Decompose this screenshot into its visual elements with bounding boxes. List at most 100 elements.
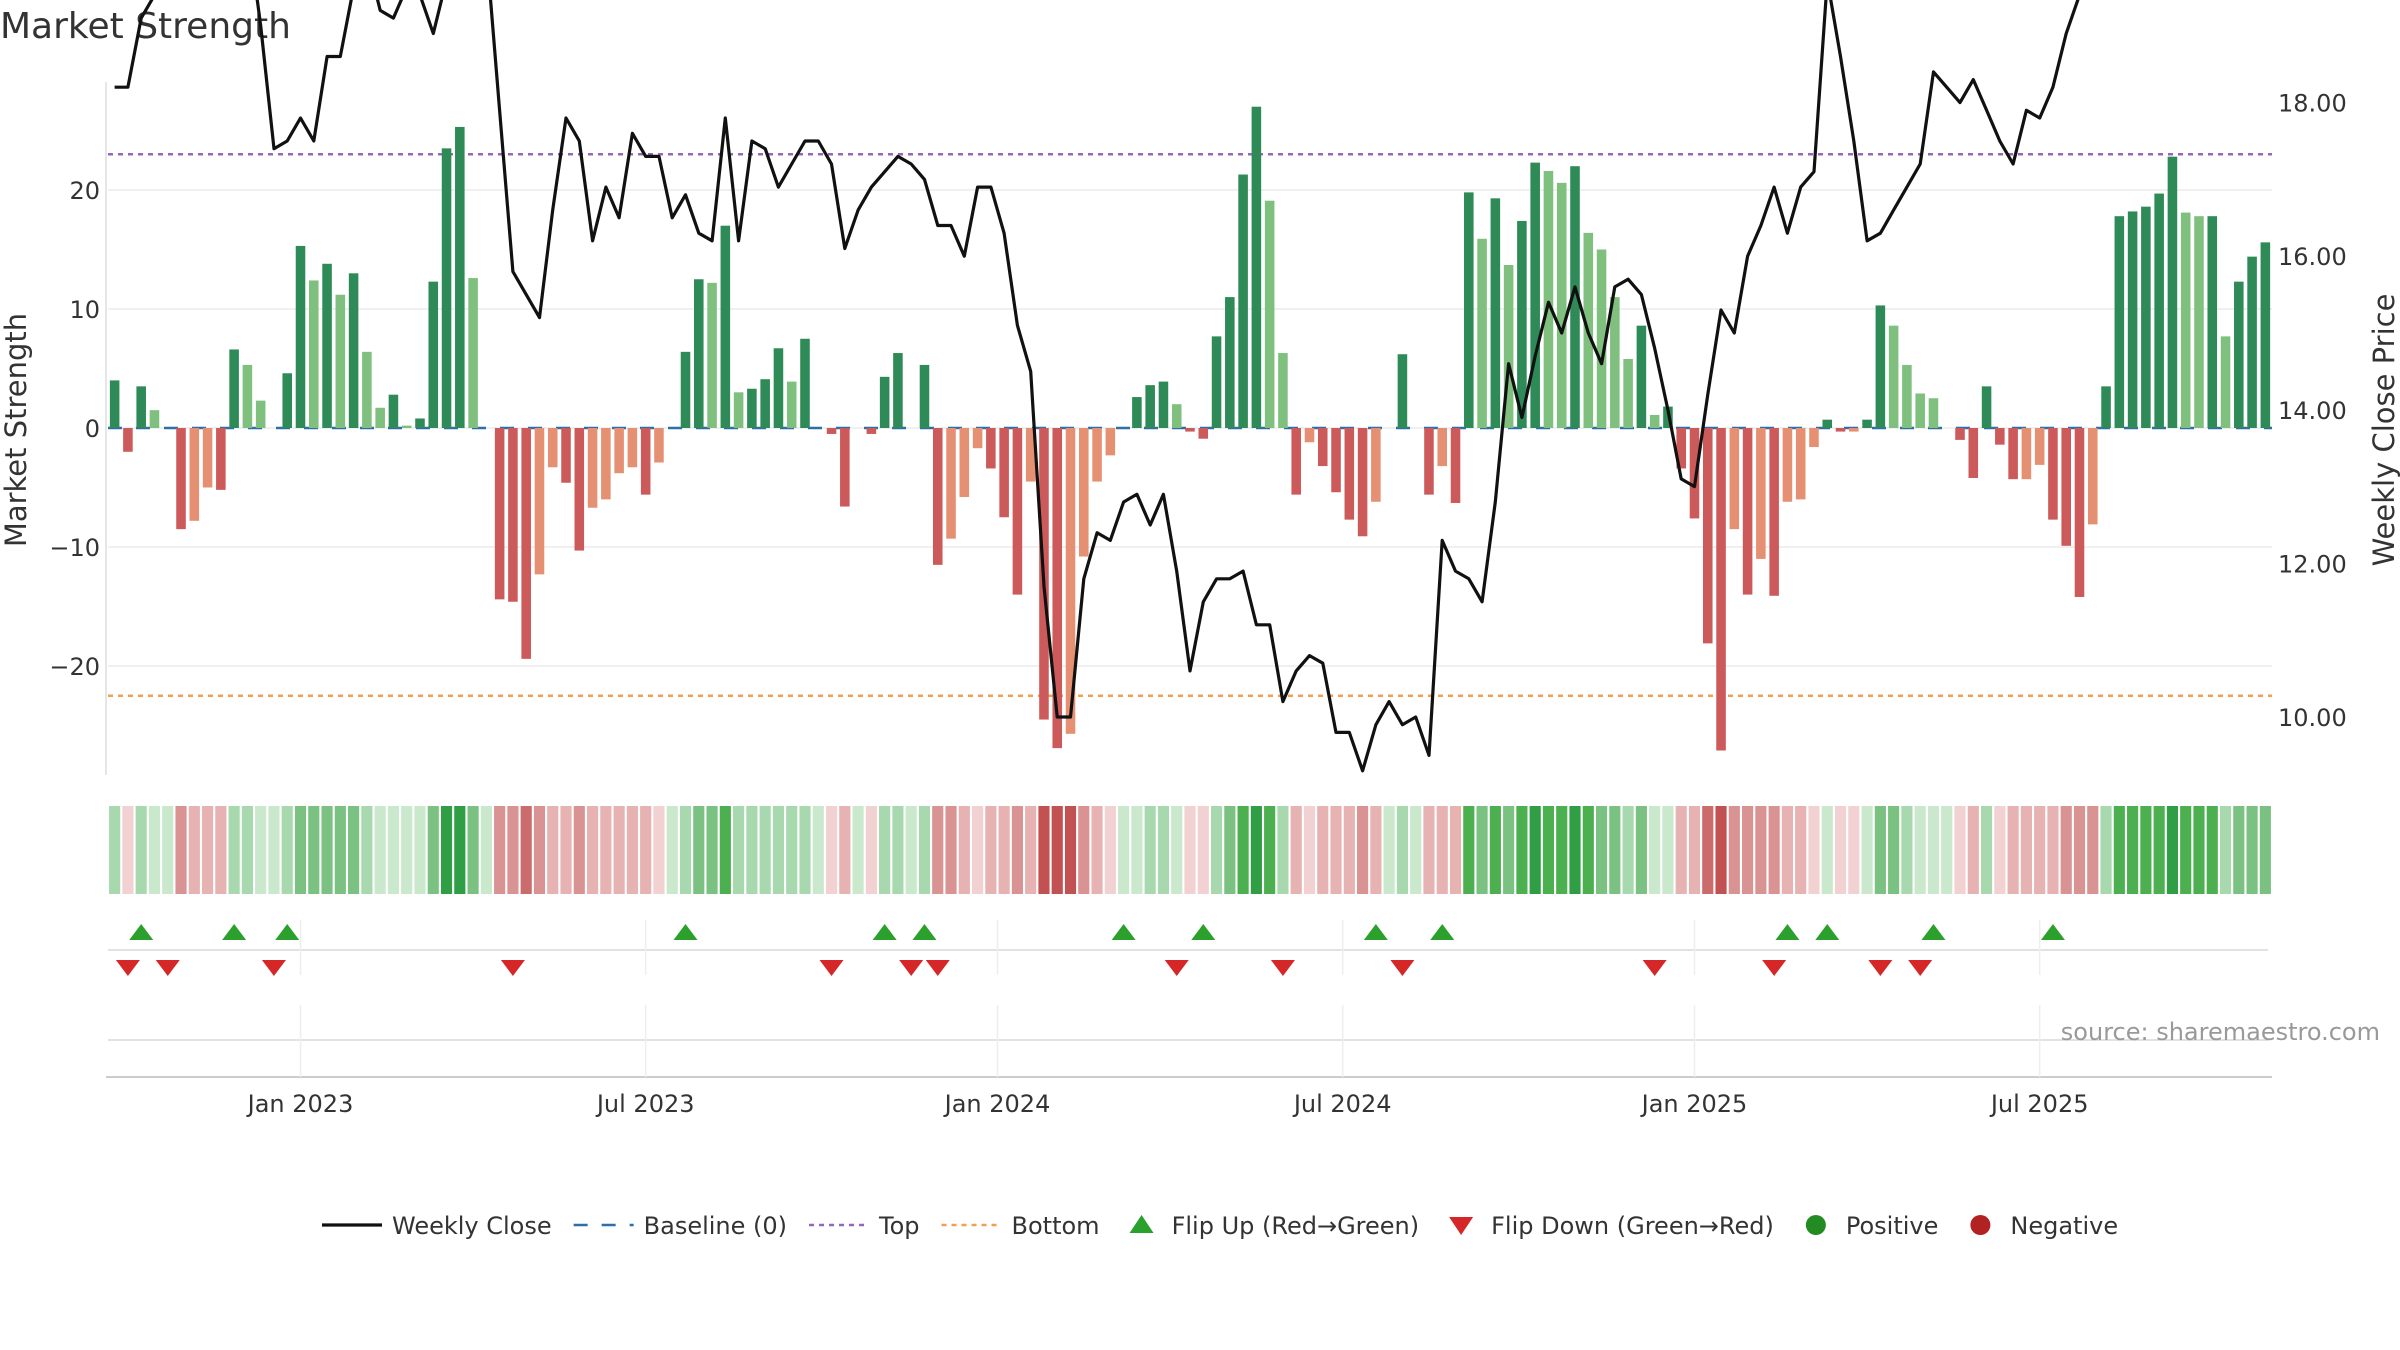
strength-bar (415, 418, 425, 428)
strength-bar (1716, 428, 1726, 751)
heat-cell (374, 806, 386, 894)
strength-bar (1729, 428, 1740, 530)
heat-cell (1622, 806, 1634, 894)
heat-cell (454, 806, 466, 894)
heat-cell (772, 806, 785, 894)
strength-bar (1079, 428, 1089, 557)
strength-bar (1198, 428, 1209, 439)
heat-cell (1171, 806, 1183, 894)
strength-bar (362, 351, 372, 428)
strength-bar (242, 364, 253, 428)
strength-bar (176, 428, 186, 530)
legend: Weekly Close Baseline (0) Top Bottom Flip Up… (322, 1212, 2118, 1240)
strength-bar (2021, 428, 2032, 480)
heat-cell (2219, 806, 2232, 894)
strength-bar (1530, 162, 1540, 428)
strength-bar (733, 392, 744, 428)
flip-up-marker (1430, 924, 1455, 940)
flip-up-marker (1191, 924, 1216, 940)
strength-bar (1849, 428, 1859, 432)
heat-cell (1542, 806, 1555, 894)
heat-cell (1423, 806, 1435, 894)
strength-bar (720, 225, 731, 428)
heat-cell (1609, 806, 1621, 894)
strength-bar (1278, 353, 1288, 428)
strength-bar (946, 428, 956, 539)
heat-cell (1675, 806, 1687, 894)
flip-up-marker (1111, 924, 1136, 940)
heat-cell (746, 806, 758, 894)
heat-cell (1569, 806, 1581, 894)
flip-up-marker (1815, 924, 1840, 940)
heat-cell (1556, 806, 1568, 894)
strength-bar (1915, 393, 1925, 428)
strength-bar (2127, 211, 2138, 428)
strength-bar (428, 281, 439, 428)
heat-cell (2233, 806, 2245, 894)
flip-down-marker (819, 960, 844, 976)
heat-cell (2127, 806, 2139, 894)
heat-cell (719, 806, 731, 894)
strength-bar (893, 353, 903, 428)
heat-cell (587, 806, 599, 894)
heat-cell (1755, 806, 1767, 894)
heat-cell (241, 806, 253, 894)
strength-bar (1875, 305, 1886, 428)
heat-cell (1197, 806, 1209, 894)
strength-bar (800, 338, 810, 428)
heat-cell (1595, 806, 1608, 894)
heat-cell (1702, 806, 1714, 894)
heat-cell (759, 806, 771, 894)
heat-cell (1250, 806, 1262, 894)
heat-cell (2073, 806, 2086, 894)
strength-bar (2194, 216, 2204, 428)
legend-label: Weekly Close (392, 1212, 552, 1240)
strength-bar (1809, 428, 1819, 448)
left-tick-label: 20 (69, 177, 100, 205)
strength-bar (972, 428, 983, 449)
heat-cell (1888, 806, 1900, 894)
flip-up-marker (673, 924, 698, 940)
strength-bar (959, 428, 970, 498)
strength-bar (2167, 156, 2178, 428)
heat-cell (1635, 806, 1647, 894)
strength-bar (1052, 428, 1063, 749)
heat-cell (1861, 806, 1873, 894)
flip-up-marker (222, 924, 247, 940)
strength-bar (1477, 238, 1487, 428)
heat-cell (294, 806, 307, 894)
strength-bar (574, 428, 585, 551)
heat-cell (268, 806, 280, 894)
strength-bar (1450, 428, 1461, 503)
strength-bar (826, 428, 837, 434)
flip-down-marker (155, 960, 180, 976)
heat-cell (1728, 806, 1740, 894)
x-tick-label: Jul 2025 (1989, 1090, 2089, 1118)
strength-bar (375, 407, 385, 428)
strength-bar (1570, 166, 1580, 428)
heat-cell (1091, 806, 1103, 894)
heat-cell (693, 806, 705, 894)
strength-bar (189, 428, 200, 521)
heat-cell (2206, 806, 2218, 894)
heat-cell (985, 806, 997, 894)
heat-cell (2180, 806, 2192, 894)
strength-bar (1225, 297, 1235, 428)
right-tick-label: 16.00 (2278, 243, 2347, 271)
strength-bar (388, 394, 399, 428)
legend-circle-swatch (1970, 1215, 1991, 1235)
strength-bar (1556, 182, 1567, 428)
strength-bar (614, 428, 624, 474)
flip-down-marker (1868, 960, 1893, 976)
left-tick-label: 10 (69, 296, 100, 324)
heat-cell (1237, 806, 1249, 894)
legend-item: Negative (1970, 1212, 2118, 1240)
x-tick-label: Jan 2023 (246, 1090, 354, 1118)
heat-cell (918, 806, 931, 894)
left-axis-label: Market Strength (0, 313, 33, 547)
strength-bar (1065, 428, 1076, 734)
x-tick-label: Jan 2024 (943, 1090, 1051, 1118)
strength-bar (2207, 216, 2218, 428)
heat-cell (494, 806, 506, 894)
